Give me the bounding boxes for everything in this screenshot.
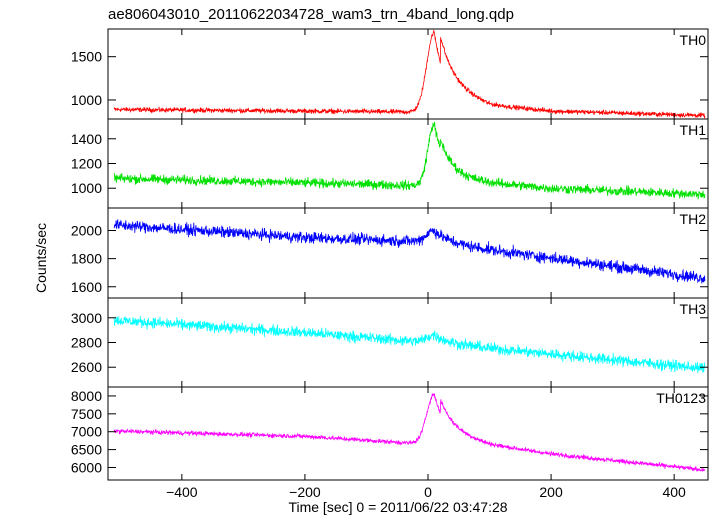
panel-frame: [107, 28, 709, 120]
y-tick-label: 7000: [71, 424, 102, 440]
series-line-th1: [113, 121, 706, 200]
y-tick-label: 6500: [71, 442, 102, 458]
panel-th1: TH1 1000 1200 1400: [71, 118, 709, 209]
panel-label-th1: TH1: [680, 122, 707, 138]
panel-label-th0123: TH0123: [656, 390, 706, 406]
series-line-th0123: [113, 393, 706, 473]
panel-th3: TH3 2600 2800 3000: [71, 297, 709, 388]
x-axis-title: Time [sec] 0 = 2011/06/22 03:47:28: [288, 499, 507, 515]
y-tick-label: 2600: [71, 359, 102, 375]
panel-label-th0: TH0: [680, 32, 707, 48]
panel-frame: [107, 207, 709, 299]
chart-title: ae806043010_20110622034728_wam3_trn_4ban…: [108, 6, 514, 23]
y-tick-label: 2800: [71, 335, 102, 351]
y-tick-label: 1800: [71, 251, 102, 267]
y-tick-label: 1400: [71, 131, 102, 147]
series-line-th3: [113, 315, 706, 373]
x-tick-label: −400: [166, 484, 198, 500]
y-tick-label: 6000: [71, 459, 102, 475]
panel-label-th3: TH3: [680, 301, 707, 317]
x-tick-label: −200: [289, 484, 321, 500]
y-tick-label: 1600: [71, 279, 102, 295]
y-tick-label: 1500: [71, 49, 102, 65]
y-axis-title: Counts/sec: [33, 223, 49, 293]
x-tick-label: 0: [424, 484, 432, 500]
series-line-th0: [113, 29, 706, 119]
y-tick-label: 2000: [71, 223, 102, 239]
panel-label-th2: TH2: [680, 211, 707, 227]
panel-th0: TH0 1000 1500: [71, 28, 709, 120]
x-tick-label: 200: [539, 484, 563, 500]
y-tick-label: 1200: [71, 156, 102, 172]
panel-frame: [107, 386, 709, 481]
panel-frame: [107, 118, 709, 209]
y-tick-label: 1000: [71, 92, 102, 108]
y-tick-label: 1000: [71, 180, 102, 196]
y-tick-label: 7500: [71, 406, 102, 422]
y-tick-label: 8000: [71, 388, 102, 404]
panel-th2: TH2 1600 1800 2000: [71, 207, 709, 299]
series-line-th2: [113, 219, 706, 284]
x-tick-label: 400: [662, 484, 686, 500]
panels: TH0 1000 1500 TH1 1000 1200 1400 TH2 1600 1800 200…: [71, 28, 709, 500]
y-tick-label: 3000: [71, 310, 102, 326]
